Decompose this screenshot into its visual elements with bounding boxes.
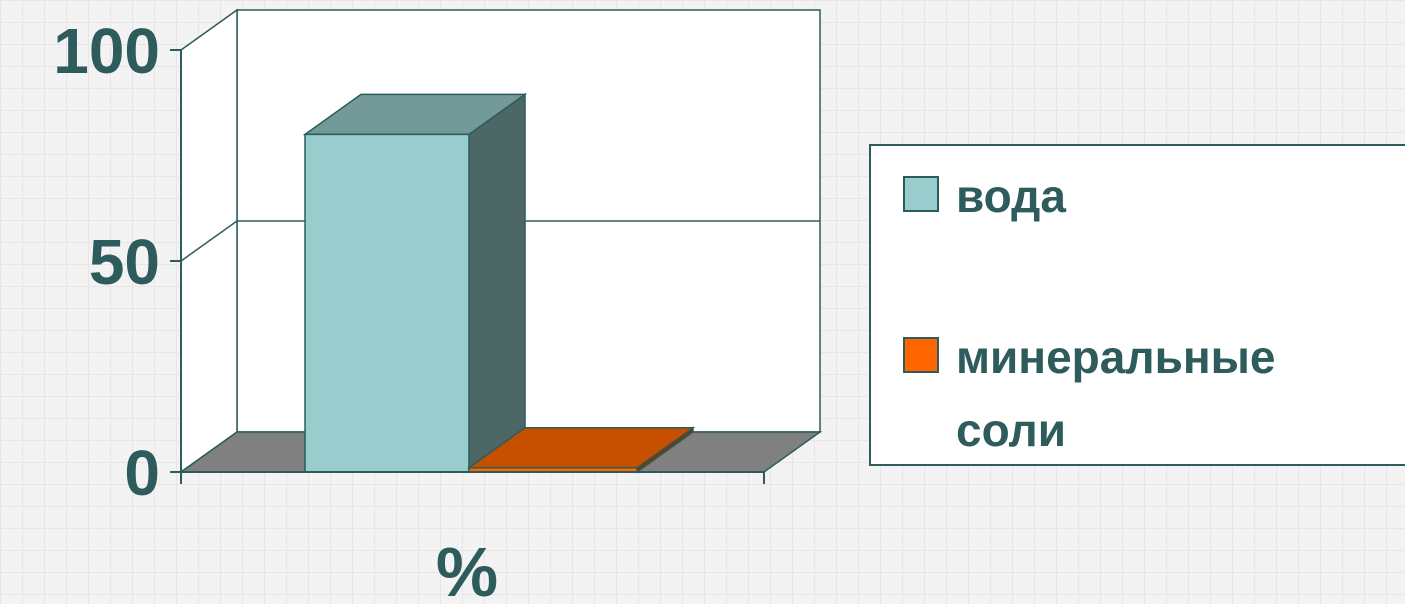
legend-label-mineral-salts: минеральные соли xyxy=(956,331,1276,456)
x-axis-title: % xyxy=(436,533,498,604)
y-tick-label: 100 xyxy=(53,15,160,87)
bar xyxy=(466,426,696,474)
legend: вода минеральные соли xyxy=(869,144,1405,466)
y-tick-label: 50 xyxy=(89,226,160,298)
bar-side xyxy=(468,92,526,474)
bars xyxy=(302,92,696,474)
legend-label-voda: вода xyxy=(956,170,1066,222)
legend-box xyxy=(869,144,1405,466)
bar xyxy=(302,92,528,474)
legend-swatch-mineral-salts xyxy=(903,337,939,373)
gridline xyxy=(180,220,238,262)
legend-swatch-voda xyxy=(903,176,939,212)
y-tick-labels: 0 50 100 xyxy=(53,15,181,509)
y-tick-label: 0 xyxy=(124,437,160,509)
bar-front xyxy=(304,133,470,473)
